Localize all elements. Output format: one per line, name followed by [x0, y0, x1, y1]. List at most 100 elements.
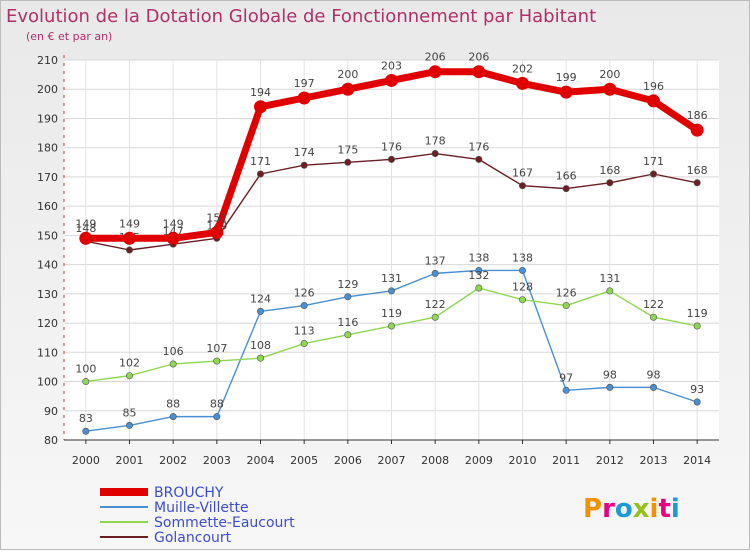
data-label: 151: [206, 211, 227, 224]
data-point: [562, 302, 570, 310]
x-tick-label: 2010: [509, 454, 537, 467]
data-label: 206: [425, 51, 446, 64]
logo-letter: r: [602, 494, 615, 524]
series-muille-villette: 83 85 88 88 124 126 129 131 137 138 138 97 98 98 93: [79, 251, 704, 435]
data-point: [693, 398, 701, 406]
data-point: [123, 231, 136, 245]
data-point: [213, 357, 221, 365]
data-point: [126, 372, 134, 380]
data-point: [693, 322, 701, 330]
data-point: [126, 421, 134, 429]
data-label: 85: [123, 406, 137, 419]
data-label: 174: [294, 146, 315, 159]
data-label: 116: [337, 316, 358, 329]
data-point: [256, 307, 264, 315]
data-label: 175: [337, 143, 358, 156]
data-label: 131: [381, 272, 402, 285]
y-tick-label: 130: [37, 288, 58, 301]
data-label: 131: [599, 272, 620, 285]
proxiti-logo: Proxiti: [583, 494, 680, 524]
x-tick-label: 2014: [683, 454, 711, 467]
data-point: [387, 322, 395, 330]
data-label: 107: [206, 342, 227, 355]
data-label: 126: [556, 287, 577, 300]
data-label: 129: [337, 278, 358, 291]
y-tick-label: 200: [37, 83, 58, 96]
data-label: 168: [599, 164, 620, 177]
data-label: 88: [210, 398, 224, 411]
data-label: 106: [163, 345, 184, 358]
data-point: [606, 179, 614, 187]
data-label: 88: [166, 398, 180, 411]
data-label: 138: [512, 251, 533, 264]
data-point: [82, 427, 90, 435]
data-point: [166, 231, 180, 245]
logo-letter: t: [658, 494, 670, 524]
data-point: [79, 231, 93, 245]
data-point: [475, 266, 483, 274]
logo-letter: i: [671, 494, 680, 524]
data-label: 98: [647, 368, 661, 381]
data-point: [472, 65, 486, 79]
data-point: [559, 85, 573, 99]
logo-letter: x: [633, 494, 650, 524]
data-label: 167: [512, 167, 533, 180]
x-tick-label: 2009: [465, 454, 493, 467]
x-tick-label: 2013: [640, 454, 668, 467]
y-tick-label: 170: [37, 171, 58, 184]
data-point: [300, 302, 308, 310]
data-point: [693, 179, 701, 187]
data-label: 171: [250, 155, 271, 168]
data-label: 194: [250, 86, 271, 99]
x-tick-label: 2004: [247, 454, 275, 467]
chart-title: Evolution de la Dotation Globale de Fonc…: [6, 6, 596, 27]
data-point: [649, 313, 657, 321]
data-label: 166: [556, 170, 577, 183]
data-label: 206: [468, 51, 489, 64]
x-tick-label: 2011: [552, 454, 580, 467]
data-point: [256, 170, 264, 178]
data-label: 97: [559, 371, 573, 384]
y-tick-label: 90: [44, 405, 58, 418]
data-label: 200: [337, 68, 358, 81]
data-point: [649, 170, 657, 178]
data-label: 171: [643, 155, 664, 168]
data-label: 113: [294, 325, 315, 338]
data-label: 83: [79, 412, 93, 425]
data-point: [431, 313, 439, 321]
y-tick-label: 110: [37, 346, 58, 359]
data-point: [387, 287, 395, 295]
legend: BROUCHYMuille-VilletteSommette-EaucourtG…: [100, 485, 295, 546]
data-label: 102: [119, 357, 140, 370]
data-label: 186: [687, 109, 708, 122]
data-point: [344, 293, 352, 301]
x-tick-label: 2012: [596, 454, 624, 467]
series-golancourt: 1481451471491711741751761781761671661681…: [75, 135, 708, 254]
data-point: [256, 354, 264, 362]
data-label: 126: [294, 287, 315, 300]
data-point: [387, 155, 395, 163]
data-point: [385, 73, 398, 87]
data-label: 196: [643, 80, 664, 93]
x-tick-label: 2008: [421, 454, 449, 467]
data-label: 108: [250, 339, 271, 352]
data-label: 197: [294, 77, 315, 90]
data-point: [475, 155, 483, 163]
y-tick-label: 80: [44, 434, 58, 447]
y-tick-label: 210: [37, 54, 58, 67]
y-tick-label: 180: [37, 142, 58, 155]
axes: 8090100110120130140150160170180190200210…: [37, 54, 719, 467]
data-label: 128: [512, 281, 533, 294]
x-tick-label: 2006: [334, 454, 362, 467]
data-label: 202: [512, 62, 533, 75]
x-tick-label: 2002: [159, 454, 187, 467]
data-label: 148: [75, 222, 96, 235]
data-label: 178: [425, 135, 446, 148]
data-point: [690, 123, 704, 137]
data-label: 176: [468, 140, 489, 153]
data-point: [126, 246, 134, 254]
data-label: 138: [468, 251, 489, 264]
data-point: [606, 383, 614, 391]
x-tick-label: 2001: [116, 454, 144, 467]
y-tick-label: 120: [37, 317, 58, 330]
